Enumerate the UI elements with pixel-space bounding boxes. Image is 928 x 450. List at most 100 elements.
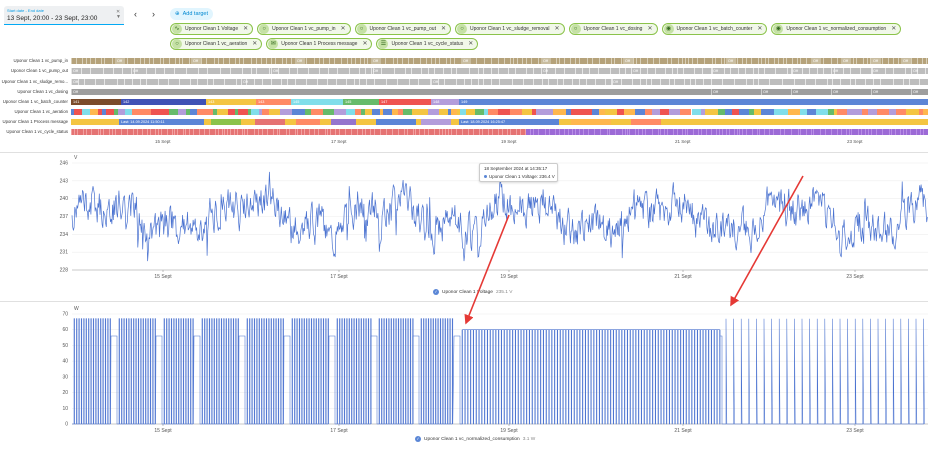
timeline-segment[interactable] [523,79,525,85]
timeline-segment[interactable] [208,129,210,135]
timeline-segment[interactable] [347,58,349,64]
timeline-segment[interactable] [791,58,793,64]
timeline-segment[interactable] [704,109,718,115]
timeline-segment[interactable] [457,109,461,115]
timeline-segment[interactable] [385,79,387,85]
timeline-segment[interactable] [711,68,713,74]
timeline-segment[interactable] [433,129,435,135]
timeline-segment[interactable] [237,109,248,115]
close-icon[interactable]: ✕ [362,41,368,47]
timeline-segment[interactable] [244,129,246,135]
timeline-segment[interactable] [491,79,492,85]
timeline-segment[interactable] [197,79,199,85]
timeline-segment[interactable] [443,68,445,74]
timeline-segment[interactable] [381,68,383,74]
timeline-segment[interactable] [274,58,276,64]
timeline-segment[interactable] [774,58,775,64]
timeline-segment[interactable] [571,109,581,115]
timeline-segment[interactable] [619,68,621,74]
timeline-segment[interactable] [666,58,668,64]
timeline-segment[interactable] [261,79,263,85]
timeline-segment[interactable] [816,68,818,74]
timeline-segment[interactable] [586,58,588,64]
timeline-segment[interactable] [288,68,290,74]
timeline-segment[interactable] [427,68,429,74]
timeline-segment[interactable] [174,129,176,135]
timeline-segment[interactable] [702,68,704,74]
timeline-segment[interactable] [360,58,362,64]
timeline-segment[interactable] [191,58,201,64]
timeline-segment[interactable] [837,58,839,64]
timeline-segment[interactable] [721,79,723,85]
timeline-segment[interactable] [769,129,771,135]
timeline-segment[interactable] [695,79,697,85]
timeline-segment[interactable] [799,109,807,115]
timeline-segment[interactable] [867,129,869,135]
timeline-segment[interactable] [575,68,576,74]
timeline-segment[interactable] [715,129,717,135]
timeline-segment[interactable] [872,68,873,74]
timeline-segment[interactable] [555,68,557,74]
timeline-segment[interactable] [715,58,717,64]
timeline-segment[interactable] [126,129,128,135]
close-icon[interactable]: ✕ [440,26,446,32]
timeline-segment[interactable] [625,68,626,74]
timeline-segment[interactable] [478,129,480,135]
timeline-segment[interactable] [870,58,872,64]
timeline-segment[interactable] [116,79,118,85]
timeline-segment[interactable] [124,109,133,115]
timeline-segment[interactable] [344,129,346,135]
timeline-segment[interactable] [757,58,759,64]
timeline-segment[interactable] [664,68,666,74]
timeline-segment[interactable] [583,129,585,135]
timeline-segment[interactable] [236,79,238,85]
timeline-segment[interactable] [105,109,111,115]
timeline-segment[interactable] [670,58,672,64]
timeline-segment[interactable] [447,129,449,135]
timeline-segment[interactable] [828,109,834,115]
timeline-segment[interactable] [412,109,424,115]
timeline-segment[interactable] [343,99,379,105]
timeline-segment[interactable] [512,58,514,64]
timeline-segment[interactable] [421,68,423,74]
timeline-segment[interactable] [800,129,802,135]
timeline-segment[interactable] [915,129,917,135]
timeline-segment[interactable] [480,109,485,115]
timeline-segment[interactable] [579,79,580,85]
timeline-segment[interactable] [359,79,361,85]
timeline-segment[interactable] [746,58,747,64]
timeline-segment[interactable] [697,129,699,135]
timeline-segment[interactable] [241,79,242,85]
timeline-segment[interactable] [837,109,847,115]
timeline-segment[interactable] [109,129,111,135]
timeline-segment[interactable] [865,79,866,85]
timeline-segment[interactable] [680,109,692,115]
timeline-segment[interactable] [438,79,440,85]
timeline-segment[interactable] [667,129,669,135]
timeline-segment[interactable] [845,129,847,135]
timeline-segment[interactable] [906,129,908,135]
timeline-segment[interactable] [901,58,911,64]
timeline-segment[interactable] [294,79,296,85]
timeline-segment[interactable] [823,58,824,64]
timeline-segment[interactable] [487,109,498,115]
timeline-segment[interactable] [392,58,394,64]
timeline-segment[interactable] [592,58,593,64]
timeline-segment[interactable] [813,129,815,135]
timeline-segment[interactable] [329,58,331,64]
timeline-segment[interactable] [71,79,72,85]
timeline-segment[interactable] [856,58,857,64]
timeline-segment[interactable] [911,68,912,74]
timeline-segment[interactable] [841,129,843,135]
timeline-segment[interactable] [230,68,232,74]
timeline-segment[interactable] [509,58,511,64]
timeline-segment[interactable] [451,129,453,135]
timeline-segment[interactable] [634,109,646,115]
timeline-segment[interactable] [172,129,174,135]
timeline-segment[interactable] [83,79,85,85]
timeline-segment[interactable] [553,109,566,115]
timeline-segment[interactable] [711,89,712,95]
timeline-segment[interactable] [71,129,72,135]
timeline-segment[interactable] [213,109,218,115]
timeline-segment[interactable] [338,129,340,135]
